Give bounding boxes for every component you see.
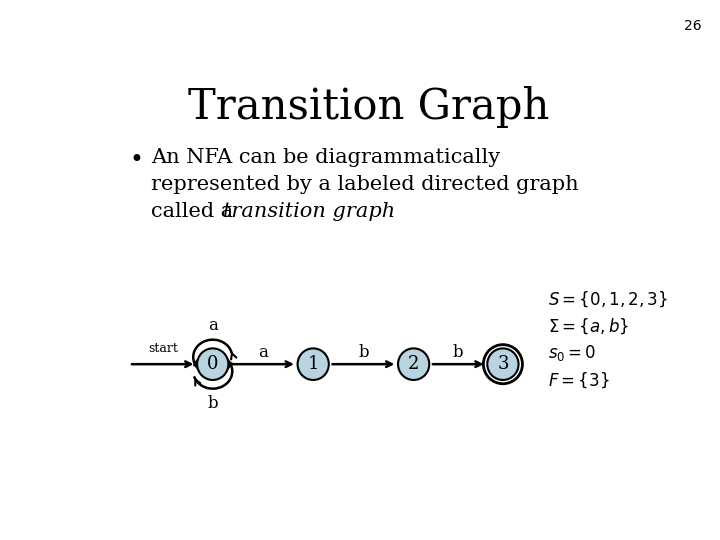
Text: transition graph: transition graph bbox=[222, 202, 395, 221]
Text: 1: 1 bbox=[307, 355, 319, 373]
Text: 3: 3 bbox=[498, 355, 508, 373]
Text: 2: 2 bbox=[408, 355, 419, 373]
Text: $F = \{3\}$: $F = \{3\}$ bbox=[547, 370, 609, 390]
Text: 26: 26 bbox=[685, 19, 702, 33]
Text: b: b bbox=[358, 344, 369, 361]
Text: b: b bbox=[207, 395, 218, 411]
Text: called a: called a bbox=[151, 202, 240, 221]
Text: b: b bbox=[453, 344, 464, 361]
Text: $S = \{0,1,2,3\}$: $S = \{0,1,2,3\}$ bbox=[547, 289, 667, 309]
Ellipse shape bbox=[487, 348, 518, 380]
Text: $\Sigma = \{a,b\}$: $\Sigma = \{a,b\}$ bbox=[547, 316, 629, 336]
Text: $s_0 = 0$: $s_0 = 0$ bbox=[547, 343, 596, 363]
Text: •: • bbox=[129, 148, 143, 172]
Text: a: a bbox=[258, 344, 268, 361]
Ellipse shape bbox=[197, 348, 228, 380]
Text: a: a bbox=[208, 316, 217, 334]
Text: An NFA can be diagrammatically: An NFA can be diagrammatically bbox=[151, 148, 500, 167]
Ellipse shape bbox=[297, 348, 329, 380]
Text: start: start bbox=[148, 342, 178, 355]
Text: represented by a labeled directed graph: represented by a labeled directed graph bbox=[151, 175, 579, 194]
Text: Transition Graph: Transition Graph bbox=[189, 85, 549, 127]
Ellipse shape bbox=[398, 348, 429, 380]
Text: 0: 0 bbox=[207, 355, 218, 373]
